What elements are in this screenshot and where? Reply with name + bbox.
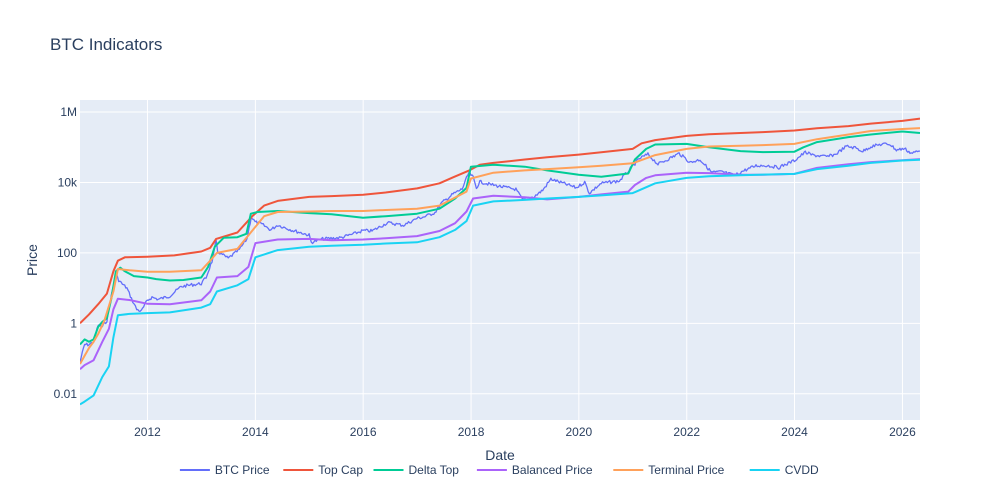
series-lines [80, 117, 920, 406]
legend-item-btc-price[interactable]: BTC Price [179, 463, 270, 477]
y-tick-label: 100 [57, 246, 77, 260]
x-tick-label: 2026 [889, 425, 916, 439]
x-tick-label: 2016 [350, 425, 377, 439]
series-line-cvdd [80, 158, 920, 406]
legend-label: Delta Top [409, 463, 460, 477]
legend-item-top-cap[interactable]: Top Cap [283, 463, 363, 477]
series-line-balanced-price [80, 158, 920, 370]
chart-title: BTC Indicators [50, 35, 162, 54]
plot-viewport [80, 117, 920, 406]
x-tick-label: 2014 [242, 425, 269, 439]
x-tick-label: 2018 [458, 425, 485, 439]
series-line-top-cap [80, 117, 920, 325]
x-tick-label: 2022 [673, 425, 700, 439]
x-tick-label: 2024 [781, 425, 808, 439]
y-tick-label: 1 [70, 316, 77, 330]
y-axis-title: Price [24, 244, 40, 276]
plot-area [80, 100, 920, 420]
legend-item-cvdd[interactable]: CVDD [749, 463, 819, 477]
legend-item-terminal-price[interactable]: Terminal Price [613, 463, 725, 477]
legend: BTC Price Top Cap Delta Top Balanced Price T… [179, 463, 819, 477]
legend-label: CVDD [785, 463, 819, 477]
legend-item-balanced-price[interactable]: Balanced Price [476, 463, 593, 477]
x-axis-title: Date [485, 447, 515, 463]
y-tick-label: 0.01 [54, 387, 78, 401]
y-tick-label: 10k [58, 175, 78, 189]
legend-label: Terminal Price [648, 463, 724, 477]
x-tick-label: 2020 [565, 425, 592, 439]
series-line-terminal-price [80, 127, 920, 365]
legend-item-delta-top[interactable]: Delta Top [373, 463, 460, 477]
y-tick-label: 1M [60, 105, 77, 119]
x-tick-label: 2012 [134, 425, 161, 439]
legend-label: Balanced Price [512, 463, 593, 477]
axis-ticks: 2012 2014 2016 2018 2020 2022 2024 2026 0.01 1 100… [54, 105, 916, 439]
legend-label: Top Cap [318, 463, 363, 477]
legend-label: BTC Price [215, 463, 270, 477]
